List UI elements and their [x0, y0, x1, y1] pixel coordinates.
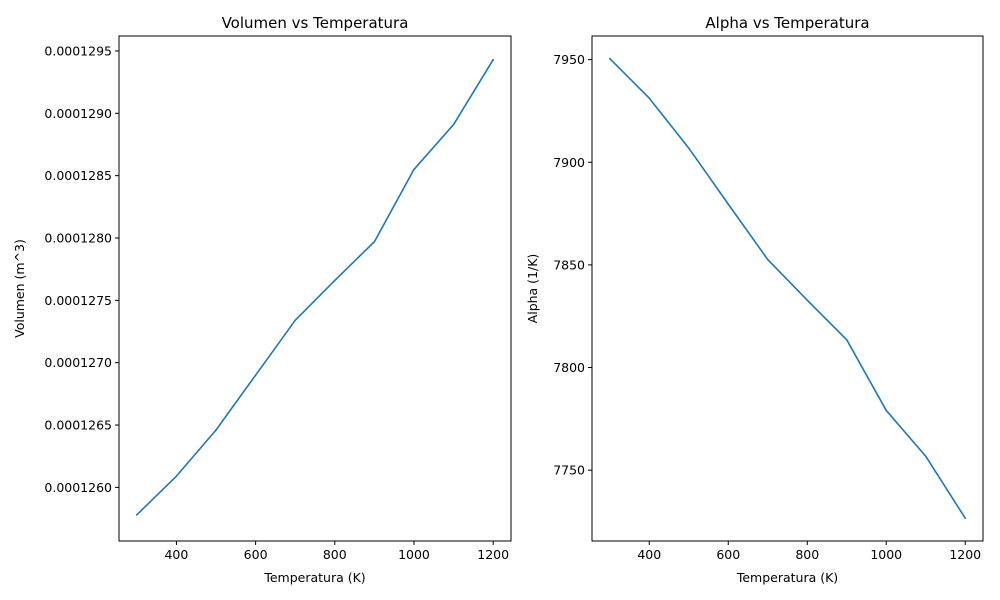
chart-title: Volumen vs Temperatura [222, 14, 409, 32]
data-point [806, 299, 809, 302]
x-tick-label: 800 [323, 547, 347, 562]
y-tick-label: 0.0001290 [44, 106, 112, 121]
series-line-0 [136, 58, 494, 516]
data-point [136, 514, 138, 516]
x-tick-label: 1200 [477, 547, 509, 562]
alpha-chart: 400 600 800 1000 1200 7750 7800 7850 7900 7950 Alp… [525, 14, 984, 585]
y-tick-label: 7750 [553, 463, 585, 478]
axes-frame [591, 35, 984, 542]
y-tick-label: 7800 [553, 360, 585, 375]
data-point [254, 374, 257, 376]
x-axis-label: Temperatura (K) [263, 570, 365, 585]
y-tick-label: 0.0001265 [44, 418, 112, 433]
data-point [492, 58, 494, 61]
x-tick-label: 800 [795, 547, 819, 562]
data-point [885, 409, 888, 412]
data-point [845, 339, 848, 341]
series-line-0 [608, 57, 967, 520]
data-point [687, 147, 690, 149]
y-tick-label: 7850 [553, 257, 585, 272]
volumen-chart: 400 600 800 1000 1200 0.0001260 0.0001265 0.000… [12, 14, 512, 585]
x-tick-label: 1200 [949, 547, 981, 562]
x-axis-label: Temperatura (K) [736, 570, 838, 585]
data-point [452, 123, 455, 126]
data-point [727, 203, 730, 205]
data-point [766, 258, 769, 261]
axes-frame [118, 35, 512, 542]
y-axis-label: Volumen (m^3) [12, 239, 27, 338]
chart-title: Alpha vs Temperatura [705, 14, 869, 32]
y-tick-label: 0.0001285 [44, 168, 112, 183]
x-tick-label: 400 [637, 547, 661, 562]
data-point [334, 279, 336, 282]
data-point [175, 475, 178, 477]
y-tick-label: 0.0001260 [44, 480, 112, 495]
y-tick-label: 0.0001275 [44, 293, 112, 308]
x-tick-label: 400 [164, 547, 188, 562]
data-point [413, 168, 415, 171]
data-point [964, 517, 967, 520]
data-point [924, 455, 927, 458]
y-axis-label: Alpha (1/K) [525, 254, 540, 324]
data-point [373, 240, 376, 243]
y-tick-label: 0.0001270 [44, 355, 112, 370]
data-point [215, 429, 217, 431]
data-point [648, 97, 651, 99]
y-tick-label: 7900 [553, 155, 585, 170]
x-tick-label: 1000 [870, 547, 902, 562]
y-tick-label: 7950 [553, 52, 585, 67]
data-point [294, 319, 297, 322]
y-tick-label: 0.0001295 [44, 43, 112, 58]
x-tick-label: 1000 [398, 547, 430, 562]
x-tick-label: 600 [716, 547, 740, 562]
x-tick-label: 600 [244, 547, 268, 562]
y-tick-label: 0.0001280 [44, 231, 112, 246]
data-point [608, 57, 611, 60]
